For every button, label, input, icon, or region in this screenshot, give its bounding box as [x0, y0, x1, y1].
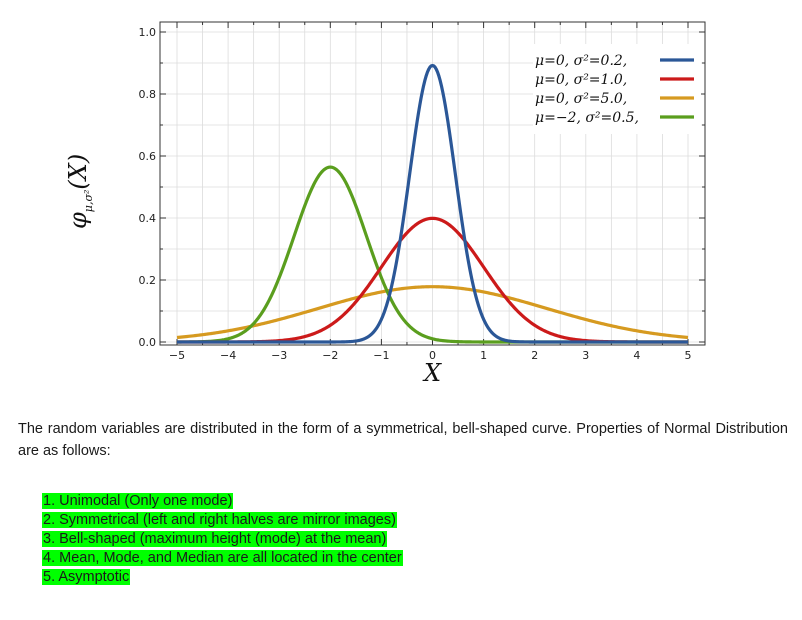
- x-tick-label: −5: [169, 349, 185, 362]
- property-text: 4. Mean, Mode, and Median are all locate…: [42, 550, 403, 566]
- property-text: 3. Bell-shaped (maximum height (mode) at…: [42, 531, 388, 547]
- properties-list: 1. Unimodal (Only one mode) 2. Symmetric…: [42, 492, 788, 587]
- y-axis-label-main: φ: [64, 212, 92, 229]
- y-axis-label: φμ,σ²(X): [64, 154, 104, 229]
- description-paragraph: The random variables are distributed in …: [18, 421, 788, 459]
- legend-entry-label: μ=0, σ²=0.2,: [535, 53, 627, 69]
- x-tick-label: −1: [373, 349, 389, 362]
- chart-svg: −5 −4 −3 −2 −1 0 1 2 3 4 5 0.0 0.2 0.4 0.6 0.8 1.0 μ=0, σ…: [139, 21, 706, 387]
- y-tick-label: 0.8: [139, 88, 157, 101]
- legend-entry-label: μ=−2, σ²=0.5,: [535, 110, 639, 126]
- x-tick-label: 2: [531, 349, 538, 362]
- x-tick-label: 5: [685, 349, 692, 362]
- property-text: 5. Asymptotic: [42, 569, 131, 585]
- x-tick-label: 3: [582, 349, 589, 362]
- y-tick-label: 0.6: [139, 150, 157, 163]
- y-axis-label-arg: (X): [64, 153, 92, 190]
- text-area: The random variables are distributed in …: [18, 418, 788, 587]
- y-tick-label: 1.0: [139, 26, 157, 39]
- property-item: 4. Mean, Mode, and Median are all locate…: [42, 549, 788, 568]
- property-item: 2. Symmetrical (left and right halves ar…: [42, 511, 788, 530]
- x-tick-label: −3: [271, 349, 287, 362]
- x-tick-label: 1: [480, 349, 487, 362]
- property-item: 5. Asymptotic: [42, 568, 788, 587]
- property-item: 3. Bell-shaped (maximum height (mode) at…: [42, 530, 788, 549]
- y-axis-label-sub: μ,σ²: [82, 189, 95, 213]
- y-tick-label: 0.4: [139, 212, 157, 225]
- x-axis-label: X: [422, 359, 442, 387]
- legend-entry-label: μ=0, σ²=1.0,: [535, 72, 627, 88]
- property-text: 2. Symmetrical (left and right halves ar…: [42, 512, 397, 528]
- normal-distribution-chart: −5 −4 −3 −2 −1 0 1 2 3 4 5 0.0 0.2 0.4 0.6 0.8 1.0 μ=0, σ…: [95, 8, 715, 408]
- series-line-2: [176, 285, 689, 340]
- property-text: 1. Unimodal (Only one mode): [42, 493, 234, 509]
- x-tick-label: 4: [633, 349, 640, 362]
- legend-entry-label: μ=0, σ²=5.0,: [535, 91, 627, 107]
- x-tick-label: −2: [322, 349, 338, 362]
- y-tick-label: 0.0: [139, 336, 157, 349]
- series-line-0: [176, 63, 689, 344]
- x-tick-label: −4: [220, 349, 236, 362]
- x-tick-label: 0: [429, 349, 436, 362]
- y-tick-label: 0.2: [139, 274, 157, 287]
- property-item: 1. Unimodal (Only one mode): [42, 492, 788, 511]
